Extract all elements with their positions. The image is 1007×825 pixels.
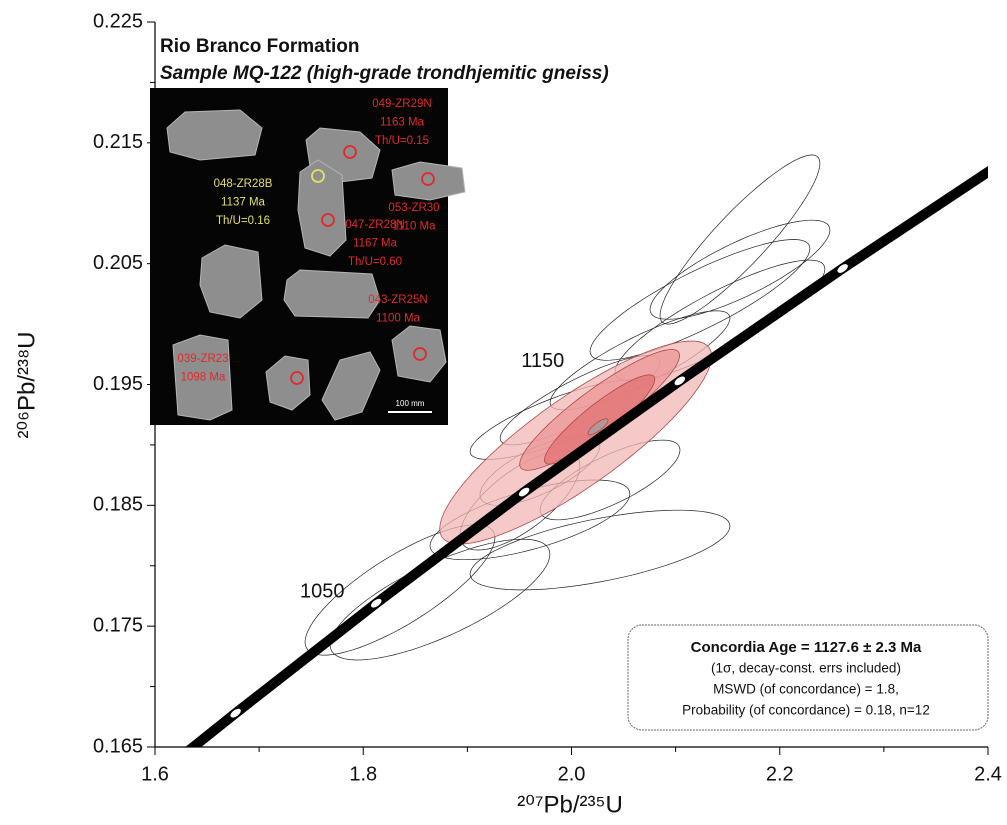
x-axis-label: ²⁰⁷Pb/²³⁵U <box>517 791 623 818</box>
error-ellipse <box>659 154 821 325</box>
zircon-grains <box>166 109 466 421</box>
x-tick-label: 1.8 <box>349 763 377 785</box>
spot <box>413 347 427 361</box>
inset-label: 048-ZR28B <box>214 178 273 190</box>
age-marker <box>230 708 241 718</box>
annotation-frame <box>627 624 989 731</box>
grain <box>391 325 447 383</box>
inset-label: 1167 Ma <box>353 238 398 250</box>
axes: 0.165 0.175 0.185 0.195 0.205 0.215 0.225 1.6 1.… <box>93 10 1002 785</box>
inset-label: 053-ZR30 <box>388 202 439 214</box>
grain <box>297 159 347 257</box>
x-tick-label: 1.6 <box>141 763 169 785</box>
inset-label: 1098 Ma <box>181 372 226 384</box>
inset-label: 047-ZR28N <box>345 219 404 231</box>
age-label: 1050 <box>300 580 345 602</box>
age-marker <box>175 751 188 763</box>
y-tick-label: 0.165 <box>93 735 143 757</box>
y-tick-label: 0.185 <box>93 494 143 516</box>
spot <box>290 371 304 385</box>
ellipse-layer <box>304 154 831 661</box>
error-ellipse <box>589 239 811 361</box>
age-marker <box>371 598 382 608</box>
inset-label: 1100 Ma <box>376 313 421 325</box>
error-ellipse <box>469 509 731 591</box>
concordia-layer <box>175 166 988 763</box>
spot <box>343 145 357 159</box>
x-tick-label: 2.0 <box>558 763 586 785</box>
inset-label: 043-ZR25N <box>368 294 427 306</box>
inset-image: 100 mm 049-ZR29N 1163 Ma Th/U=0.15 048-ZR28… <box>150 88 466 425</box>
annotation-title: Concordia Age = 1127.6 ± 2.3 Ma <box>691 639 922 656</box>
scale-bar-label: 100 mm <box>396 399 425 408</box>
inset-label: 049-ZR29N <box>372 98 431 110</box>
age-marker <box>674 376 686 386</box>
y-tick-label: 0.215 <box>93 131 143 153</box>
x-tick-label: 2.4 <box>974 763 1002 785</box>
y-tick-label: 0.225 <box>93 10 143 32</box>
inset-label: 1137 Ma <box>221 197 266 209</box>
grain <box>172 334 233 421</box>
grain <box>321 351 381 421</box>
chart-subtitle: Sample MQ-122 (high-grade trondhjemitic … <box>160 63 609 84</box>
chart-title: Rio Branco Formation <box>160 36 360 57</box>
age-marker <box>518 487 530 497</box>
y-axis-label: ²⁰⁶Pb/²³⁸U <box>13 332 40 439</box>
age-marker <box>837 264 848 273</box>
y-tick-label: 0.175 <box>93 614 143 636</box>
annotation-line: (1σ, decay-const. errs included) <box>711 661 901 676</box>
y-tick-label: 0.195 <box>93 373 143 395</box>
y-tick-label: 0.205 <box>93 252 143 274</box>
inset-label: 1163 Ma <box>380 117 425 129</box>
error-ellipse <box>649 219 831 320</box>
grain <box>166 109 263 161</box>
x-tick-label: 2.2 <box>766 763 794 785</box>
grain <box>265 355 311 411</box>
grain <box>391 161 466 201</box>
spot <box>311 169 325 183</box>
inset-label: Th/U=0.16 <box>216 215 270 227</box>
annotation-line: MSWD (of concordance) = 1.8, <box>713 682 899 697</box>
age-label: 1150 <box>521 350 564 372</box>
grain <box>283 269 381 319</box>
inset-label: Th/U=0.60 <box>348 256 402 268</box>
annotation-box: Concordia Age = 1127.6 ± 2.3 Ma (1σ, dec… <box>627 624 989 731</box>
spot <box>321 213 335 227</box>
inset-label: Th/U=0.15 <box>375 135 429 147</box>
spot-circles <box>290 145 435 385</box>
inset-label: 1110 Ma <box>392 221 436 233</box>
mean-ellipse <box>587 418 609 436</box>
spot <box>421 172 435 186</box>
inset-label: 039-ZR23 <box>177 353 228 365</box>
annotation-line: Probability (of concordance) = 0.18, n=1… <box>682 703 930 718</box>
grain <box>199 244 263 319</box>
